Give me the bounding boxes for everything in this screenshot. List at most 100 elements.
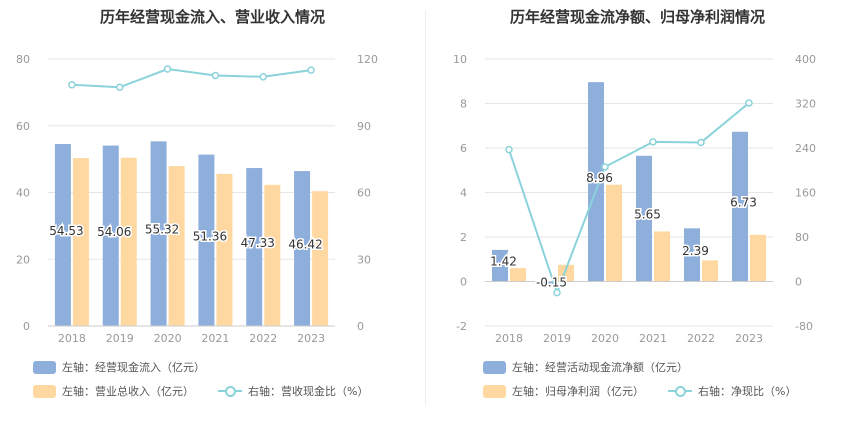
x-tick-label: 2018 [58, 332, 86, 345]
bar-2-primary [102, 145, 119, 326]
bar-5-secondary [702, 260, 718, 282]
data-label: 54.06 [97, 225, 131, 239]
data-label: 8.96 [586, 171, 613, 185]
y-right-tick-label: 80 [795, 231, 809, 244]
data-label: -0.15 [536, 276, 567, 290]
bar-6-primary [732, 131, 748, 282]
left-legend-item-bar1[interactable]: 左轴：经营现金流入（亿元） [33, 359, 205, 375]
bar-4-secondary [654, 231, 670, 282]
legend-swatch-blue [483, 360, 506, 374]
ratio-point-1 [68, 81, 76, 89]
y-right-tick-label: 240 [795, 142, 816, 155]
y-left-tick-label: -2 [456, 320, 467, 333]
bar-5-primary [684, 228, 700, 282]
ratio-point-1 [505, 145, 513, 154]
right-chart-title: 历年经营现金流净额、归母净利润情况 [509, 8, 765, 26]
ratio-line [508, 102, 750, 296]
x-tick-label: 2020 [591, 332, 619, 345]
data-label: 46.42 [288, 238, 322, 252]
legend-swatch-blue [33, 360, 56, 374]
x-tick-label: 2019 [543, 332, 571, 345]
legend-swatch-line [668, 385, 692, 397]
ratio-point-2 [553, 288, 561, 297]
bar-5-primary [246, 168, 263, 326]
x-tick-label: 2019 [106, 332, 134, 345]
y-right-tick-label: 120 [357, 53, 378, 66]
bar-3-secondary [168, 166, 185, 326]
y-right-tick-label: 0 [795, 276, 802, 289]
data-label: 6.73 [730, 196, 757, 210]
bar-1-primary [492, 249, 508, 282]
y-right-tick-label: 400 [795, 53, 816, 66]
left-chart-plot: 0 20 40 60 80 0 30 60 90 120 2018 2019 2020 2021 2022 2… [16, 53, 378, 345]
bar-5-secondary [264, 184, 281, 326]
ratio-point-5 [259, 73, 267, 81]
y-left-tick-label: 6 [460, 142, 467, 155]
y-left-tick-label: 4 [460, 187, 467, 200]
bar-4-primary [636, 155, 652, 282]
legend-label: 左轴：经营活动现金流净额（亿元） [512, 361, 688, 374]
y-right-tick-label: -80 [795, 320, 813, 333]
panel-divider [425, 10, 426, 405]
bar-3-primary [150, 141, 167, 326]
bar-2-primary [540, 281, 556, 285]
bar-3-secondary [606, 184, 622, 282]
y-left-tick-label: 80 [16, 53, 30, 66]
left-legend-item-line[interactable]: 右轴：营收现金比（%） [218, 383, 368, 399]
right-chart-panel: 历年经营现金流净额、归母净利润情况 -2 0 2 4 6 8 10 -80 0 80 160 240 3… [425, 0, 850, 437]
legend-label: 右轴：净现比（%） [698, 385, 797, 398]
y-left-tick-label: 0 [23, 320, 30, 333]
data-label: 1.42 [490, 255, 517, 269]
ratio-line [71, 67, 312, 89]
right-legend-item-bar2[interactable]: 左轴：归母净利润（亿元） [483, 383, 644, 399]
left-chart-panel: 历年经营现金流入、营业收入情况 0 20 40 60 80 0 30 60 90 120 2018 2… [16, 8, 378, 399]
data-label: 47.33 [241, 236, 275, 250]
right-chart-plot: -2 0 2 4 6 8 10 -80 0 80 160 240 320 400 2018 2019 2020 2… [453, 53, 816, 345]
legend-swatch-orange [483, 384, 506, 398]
left-legend-item-bar2[interactable]: 左轴：营业总收入（亿元） [33, 383, 194, 399]
x-tick-label: 2020 [154, 332, 182, 345]
x-tick-label: 2021 [201, 332, 229, 345]
ratio-point-5 [697, 138, 705, 147]
legend-label: 左轴：经营现金流入（亿元） [62, 361, 205, 374]
x-tick-label: 2021 [639, 332, 667, 345]
legend-swatch-orange [33, 384, 56, 398]
y-left-tick-label: 40 [16, 187, 30, 200]
y-left-tick-label: 60 [16, 120, 30, 133]
bar-1-secondary [72, 158, 89, 326]
data-label: 5.65 [634, 208, 661, 222]
bar-2-secondary [120, 157, 137, 326]
x-tick-label: 2018 [495, 332, 523, 345]
ratio-point-2 [116, 83, 124, 92]
data-label: 51.36 [193, 229, 227, 243]
ratio-point-6 [307, 66, 315, 74]
y-left-tick-label: 20 [16, 253, 30, 266]
bar-4-primary [198, 154, 215, 326]
data-label: 54.53 [49, 224, 83, 238]
y-right-tick-label: 320 [795, 98, 816, 111]
right-legend-item-bar1[interactable]: 左轴：经营活动现金流净额（亿元） [483, 359, 688, 375]
ratio-point-4 [211, 71, 220, 80]
right-legend-item-line[interactable]: 右轴：净现比（%） [668, 383, 796, 399]
x-tick-label: 2023 [735, 332, 763, 345]
legend-label: 左轴：营业总收入（亿元） [62, 385, 194, 398]
bar-4-secondary [216, 173, 233, 326]
data-label: 55.32 [145, 223, 179, 237]
y-right-tick-label: 90 [357, 120, 371, 133]
y-right-tick-label: 0 [357, 320, 364, 333]
bar-1-primary [54, 144, 71, 326]
y-left-tick-label: 8 [460, 98, 467, 111]
y-left-tick-label: 10 [453, 53, 467, 66]
x-tick-label: 2022 [249, 332, 277, 345]
data-label: 2.39 [682, 244, 709, 258]
y-right-tick-label: 60 [357, 187, 371, 200]
ratio-point-3 [601, 163, 609, 171]
x-tick-label: 2022 [687, 332, 715, 345]
legend-swatch-line [218, 385, 242, 397]
left-chart-title: 历年经营现金流入、营业收入情况 [99, 8, 325, 26]
y-left-tick-label: 2 [460, 231, 467, 244]
ratio-point-4 [649, 138, 657, 146]
bar-1-secondary [510, 268, 526, 282]
bar-6-secondary [312, 191, 329, 326]
bar-6-secondary [750, 234, 766, 282]
